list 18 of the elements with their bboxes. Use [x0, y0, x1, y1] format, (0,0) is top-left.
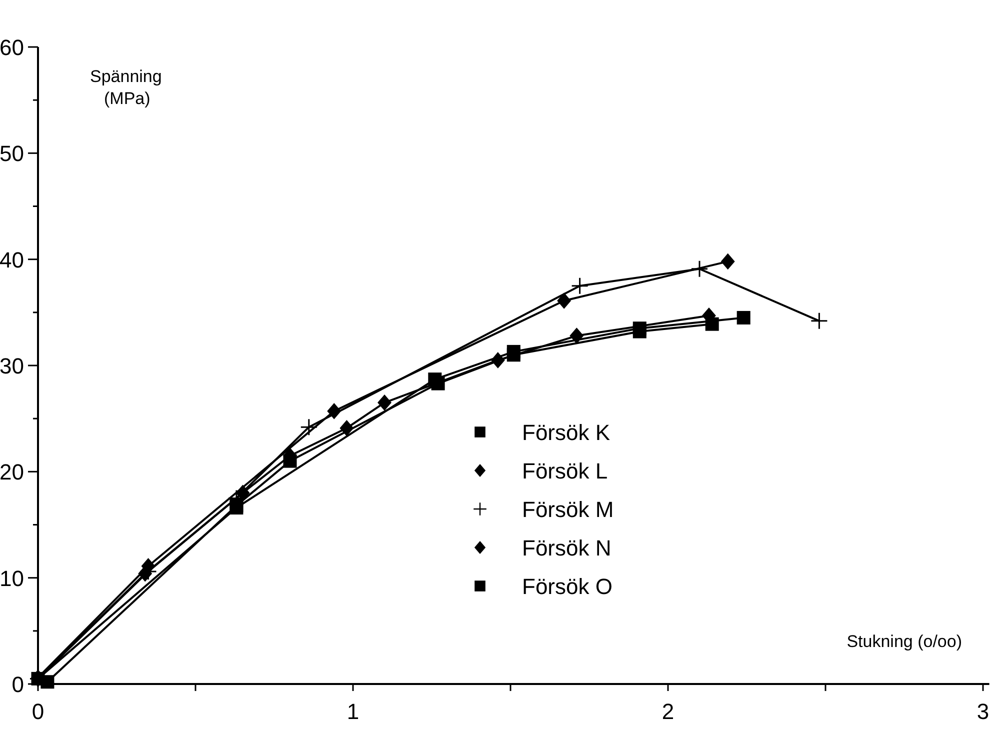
y-axis-title: Spänning (MPa) — [90, 67, 162, 108]
legend-label: Försök O — [522, 574, 612, 599]
y-tick-label: 20 — [0, 460, 24, 485]
x-tick-label: 0 — [32, 699, 44, 724]
y-tick-label: 50 — [0, 141, 24, 166]
y-tick-label: 40 — [0, 247, 24, 272]
y-tick-label: 0 — [12, 672, 24, 697]
legend-label: Försök N — [522, 536, 612, 560]
x-tick-label: 2 — [662, 699, 674, 724]
x-axis-title: Stukning (o/oo) — [846, 632, 962, 651]
y-tick-label: 30 — [0, 354, 24, 378]
legend-label: Försök M — [522, 497, 614, 522]
y-tick-label: 60 — [0, 35, 24, 60]
legend-label: Försök L — [522, 458, 608, 484]
x-tick-label: 1 — [346, 699, 360, 724]
legend-label: Försök K — [522, 420, 610, 445]
x-tick-label: 3 — [976, 699, 990, 724]
y-tick-label: 10 — [0, 566, 24, 591]
